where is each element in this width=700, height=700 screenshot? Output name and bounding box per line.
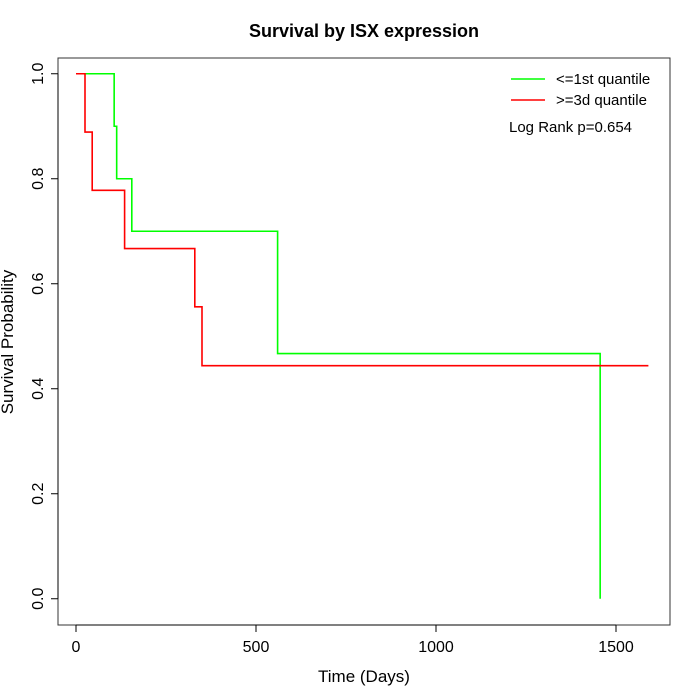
y-tick-label: 0.2 <box>30 483 47 505</box>
y-axis-label: Survival Probability <box>0 269 17 414</box>
y-tick-label: 0.4 <box>30 378 47 400</box>
chart-title: Survival by ISX expression <box>249 21 479 41</box>
x-tick-label: 1500 <box>598 639 634 656</box>
plot-frame <box>57 57 671 626</box>
y-tick-label: 0.0 <box>30 588 47 610</box>
x-axis: 0 500 1000 1500 <box>72 624 634 656</box>
series-line-1 <box>76 72 601 599</box>
y-axis: 0.0 0.2 0.4 0.6 0.8 1.0 <box>30 63 59 610</box>
x-axis-label: Time (Days) <box>318 667 410 686</box>
survival-curves <box>76 72 649 599</box>
x-tick-label: 0 <box>72 639 81 656</box>
y-tick-label: 0.6 <box>30 273 47 295</box>
legend: <=1st quantile >=3d quantile <box>511 71 650 109</box>
legend-label-2: >=3d quantile <box>556 92 647 109</box>
series-line-2 <box>76 72 649 367</box>
log-rank-annotation: Log Rank p=0.654 <box>509 119 632 136</box>
x-tick-label: 500 <box>243 639 270 656</box>
y-tick-label: 1.0 <box>30 63 47 85</box>
y-tick-label: 0.8 <box>30 168 47 190</box>
x-tick-label: 1000 <box>418 639 454 656</box>
legend-label-1: <=1st quantile <box>556 71 650 88</box>
